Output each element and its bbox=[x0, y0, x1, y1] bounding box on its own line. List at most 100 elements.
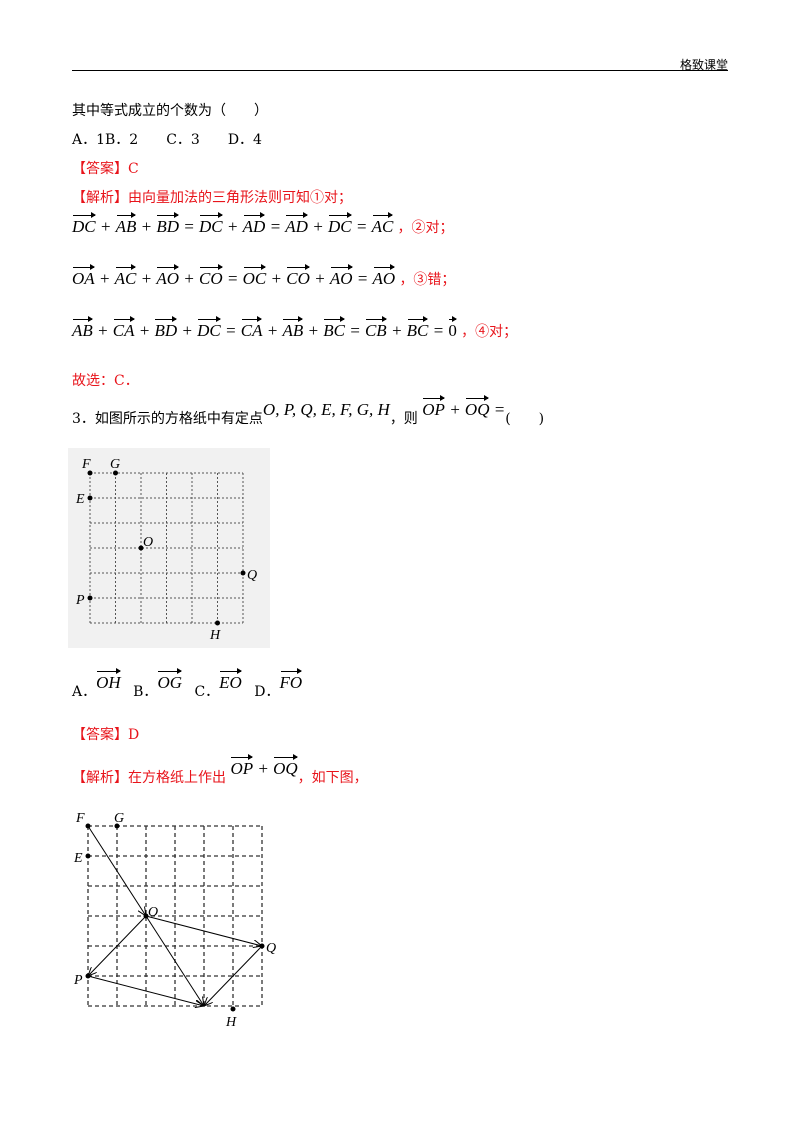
analysis-line: 【解析】由向量加法的三角形法则可知①对； bbox=[72, 187, 352, 207]
vector-term: AD bbox=[285, 212, 308, 237]
dashed-grid bbox=[87, 825, 263, 1007]
q3-answer-label: 【答案】D bbox=[72, 727, 140, 743]
option-c-vector: EO bbox=[219, 668, 242, 693]
point-e bbox=[85, 853, 91, 859]
vector-term: OC bbox=[243, 264, 266, 289]
vector-term: DC bbox=[328, 212, 352, 237]
vector-term: BD bbox=[156, 212, 179, 237]
vector-term: BC bbox=[407, 316, 428, 341]
answer-options: A．1B．2 C．3 D．4 bbox=[72, 132, 262, 148]
q3-analysis-label: 【解析】 bbox=[72, 770, 128, 786]
vector-sum bbox=[145, 915, 204, 1006]
point-p bbox=[85, 973, 91, 979]
vector-term: OQ bbox=[273, 754, 298, 779]
vector-term: DC bbox=[199, 212, 223, 237]
parallelogram-side bbox=[204, 945, 263, 1006]
option-b-letter: B． bbox=[133, 684, 158, 700]
label-p: P bbox=[73, 973, 83, 988]
label-p: P bbox=[75, 593, 85, 608]
label-e: E bbox=[75, 492, 85, 507]
header-brand: 格致课堂 bbox=[679, 58, 728, 72]
vector-term: AC bbox=[115, 264, 136, 289]
analysis-label: 【解析】 bbox=[72, 190, 128, 206]
q3-analysis-text-2: ，如下图， bbox=[297, 770, 368, 786]
equation-note: ，④对； bbox=[461, 324, 518, 340]
q3-options: A．OH B．OG C．EO D．FO bbox=[72, 668, 302, 701]
point-h bbox=[230, 1006, 236, 1012]
option-d-vector: FO bbox=[280, 668, 302, 693]
vector-term: DC bbox=[72, 212, 96, 237]
option-a-vector: OH bbox=[96, 668, 121, 693]
option-b-vector: OG bbox=[157, 668, 182, 693]
equation-note: ，②对； bbox=[397, 220, 454, 236]
parallelogram-side bbox=[87, 975, 204, 1006]
vector-term: AO bbox=[156, 264, 179, 289]
vector-term: CO bbox=[199, 264, 223, 289]
analysis-text: 由向量加法的三角形法则可知①对； bbox=[128, 190, 352, 206]
vector-term: BC bbox=[323, 316, 345, 341]
label-f: F bbox=[81, 457, 91, 472]
vector-term: AO bbox=[330, 264, 353, 289]
vector-term: CA bbox=[241, 316, 262, 341]
point-q bbox=[259, 943, 265, 949]
vector-term: OQ bbox=[465, 395, 489, 420]
conclusion: 故选：C． bbox=[72, 373, 139, 389]
vector-term: AC bbox=[372, 212, 393, 237]
point-o bbox=[143, 913, 149, 919]
equation-3: AB + CA + BD + DC = CA + AB + BC = CB + … bbox=[72, 316, 518, 341]
grid-figure: F G E O Q P H bbox=[68, 448, 270, 648]
vector-term: OP bbox=[422, 395, 445, 420]
q3-stem-mid: ，则 bbox=[389, 411, 418, 427]
q3-analysis-line: 【解析】在方格纸上作出 OP + OQ，如下图， bbox=[72, 754, 368, 787]
vector-term: OA bbox=[72, 264, 95, 289]
question-stem: 其中等式成立的个数为（ ） bbox=[72, 103, 268, 119]
point-g bbox=[113, 470, 118, 476]
point-e bbox=[87, 495, 93, 501]
zero-vector: 0 bbox=[448, 316, 457, 341]
vector-term: AO bbox=[373, 264, 395, 289]
figure-background bbox=[68, 448, 270, 648]
q3-stem-end: ( ) bbox=[505, 411, 545, 427]
q3-analysis-text-1: 在方格纸上作出 bbox=[128, 770, 226, 786]
vector-term: AB bbox=[116, 212, 136, 237]
option-d-letter: D． bbox=[254, 684, 280, 700]
label-q: Q bbox=[266, 941, 276, 956]
header-rule bbox=[72, 70, 728, 71]
label-o: O bbox=[143, 535, 153, 550]
point-f bbox=[87, 470, 93, 476]
label-g: G bbox=[114, 811, 124, 826]
point-q bbox=[240, 570, 246, 576]
vector-fo bbox=[87, 825, 146, 916]
vector-term: CO bbox=[286, 264, 310, 289]
equation-1: DC + AB + BD = DC + AD = AD + DC = AC ，②… bbox=[72, 212, 454, 237]
equation-2: OA + AC + AO + CO = OC + CO + AO = AO ，③… bbox=[72, 264, 456, 289]
label-g: G bbox=[110, 457, 120, 472]
answer-label: 【答案】C bbox=[72, 161, 139, 177]
vector-term: CB bbox=[365, 316, 387, 341]
label-e: E bbox=[73, 851, 83, 866]
option-a-letter: A． bbox=[72, 684, 97, 700]
point-o bbox=[138, 545, 144, 551]
label-q: Q bbox=[247, 568, 257, 583]
q3-stem: 3．如图所示的方格纸中有定点O, P, Q, E, F, G, H，则 OP +… bbox=[72, 395, 545, 428]
vector-term: BD bbox=[154, 316, 177, 341]
option-c-letter: C． bbox=[194, 684, 220, 700]
label-h: H bbox=[209, 628, 221, 643]
construction-figure: F G E O Q P H bbox=[73, 811, 276, 1030]
vector-term: AB bbox=[282, 316, 303, 341]
vector-term: AD bbox=[243, 212, 265, 237]
q3-stem-prefix: 3．如图所示的方格纸中有定点 bbox=[72, 411, 263, 427]
point-p bbox=[87, 595, 93, 601]
label-h: H bbox=[225, 1015, 237, 1030]
equation-note: ，③错； bbox=[399, 272, 456, 288]
vector-term: OP bbox=[230, 754, 253, 779]
label-o: O bbox=[148, 905, 158, 920]
vector-oq bbox=[145, 915, 262, 946]
point-f bbox=[85, 823, 91, 829]
vector-term: CA bbox=[113, 316, 135, 341]
vector-op bbox=[88, 915, 147, 976]
vector-term: DC bbox=[197, 316, 221, 341]
point-h bbox=[215, 620, 220, 626]
label-f: F bbox=[75, 811, 85, 826]
vector-term: AB bbox=[72, 316, 93, 341]
